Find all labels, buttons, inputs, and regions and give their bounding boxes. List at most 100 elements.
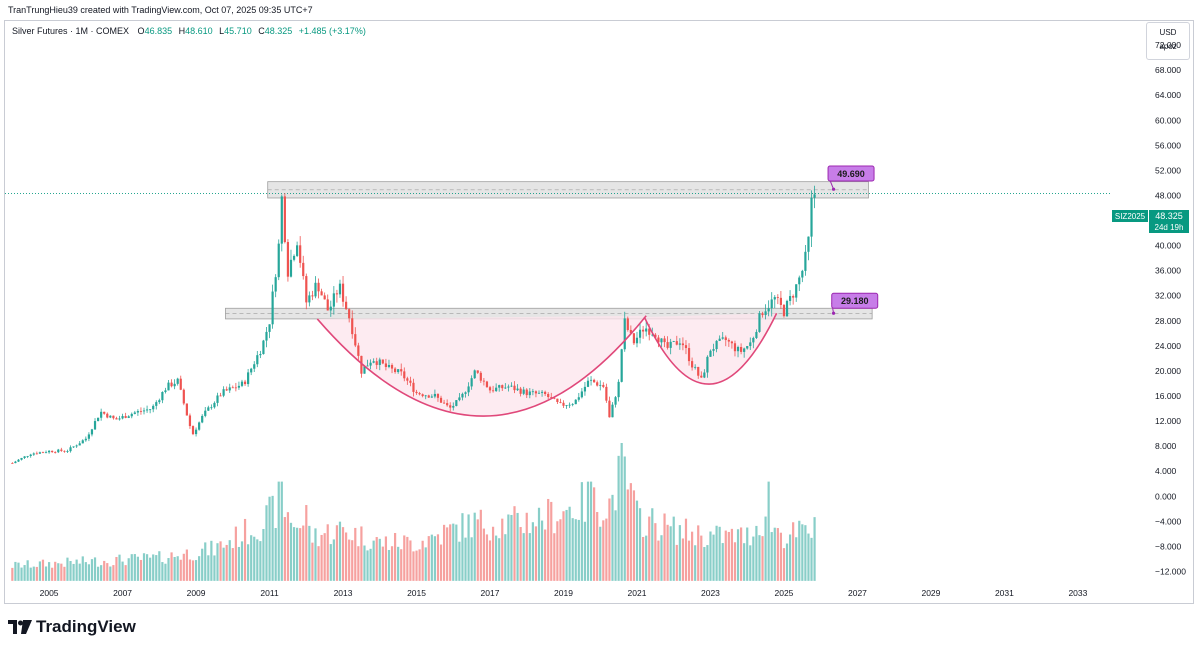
volume-bar — [730, 528, 734, 581]
candle-body — [29, 454, 32, 457]
volume-bar — [222, 547, 225, 581]
candle-body — [182, 389, 185, 404]
volume-bar — [473, 512, 476, 581]
volume-bar — [179, 559, 182, 581]
candle-body — [112, 415, 115, 419]
candle-body — [243, 381, 247, 385]
candle-body — [363, 366, 366, 374]
volume-bar — [265, 505, 268, 581]
volume-bar — [296, 527, 299, 581]
volume-layer — [11, 443, 816, 581]
candle-body — [519, 388, 522, 394]
candle-body — [501, 385, 504, 389]
volume-bar — [299, 528, 302, 581]
volume-bar — [317, 546, 320, 581]
candle-body — [332, 293, 335, 307]
candle-body — [41, 452, 45, 454]
y-tick-label: 20.000 — [1155, 366, 1181, 376]
volume-bar — [20, 567, 23, 581]
volume-bar — [528, 533, 531, 581]
candle-body — [648, 328, 651, 335]
volume-bar — [761, 536, 764, 581]
candle-body — [191, 426, 195, 435]
volume-bar — [130, 554, 133, 581]
candle-body — [87, 434, 90, 439]
y-tick-label: 48.000 — [1155, 190, 1181, 200]
candle-body — [709, 350, 712, 357]
volume-bar — [372, 540, 375, 581]
currency-label[interactable]: USD — [1159, 28, 1177, 37]
candle-body — [703, 372, 706, 378]
candle-body — [801, 270, 804, 278]
volume-bar — [654, 523, 657, 581]
candle-body — [415, 391, 418, 394]
volume-bar — [501, 518, 504, 581]
volume-bar — [795, 537, 798, 581]
volume-bar — [446, 527, 449, 581]
x-tick-label: 2011 — [260, 588, 279, 598]
candle-body — [467, 386, 470, 393]
y-tick-label: 24.000 — [1155, 341, 1181, 351]
candle-body — [439, 397, 443, 403]
volume-bar — [498, 538, 501, 581]
volume-bar — [403, 535, 406, 581]
candle-body — [231, 387, 234, 389]
volume-bar — [323, 533, 326, 581]
candle-body — [167, 382, 170, 391]
volume-bar — [755, 525, 758, 581]
candle-body — [651, 334, 654, 336]
volume-bar — [262, 528, 265, 581]
candle-body — [338, 283, 342, 295]
candle-body — [302, 262, 305, 277]
scale-mode-label[interactable]: apoz — [1159, 42, 1177, 51]
zones-layer — [225, 181, 873, 320]
symbol-title[interactable]: Silver Futures · 1M · COMEX — [12, 26, 130, 36]
tradingview-logo[interactable]: TradingView — [8, 617, 136, 637]
volume-bar — [430, 534, 433, 581]
candle-body — [280, 196, 283, 244]
volume-bar — [393, 532, 397, 581]
candle-body — [586, 380, 590, 387]
high-label: H — [178, 26, 186, 36]
candle-body — [81, 440, 84, 444]
volume-bar — [629, 483, 632, 581]
price-scale-settings[interactable]: USD apoz — [1146, 22, 1190, 60]
candle-body — [351, 318, 354, 335]
volume-bar — [191, 560, 195, 581]
volume-bar — [44, 566, 48, 581]
volume-bar — [66, 557, 69, 581]
volume-bar — [813, 517, 816, 581]
volume-bar — [798, 520, 801, 581]
volume-bar — [412, 551, 415, 581]
volume-bar — [739, 527, 743, 581]
candle-body — [559, 402, 562, 403]
candle-body — [700, 375, 703, 378]
candle-body — [103, 411, 106, 414]
candle-body — [133, 412, 136, 414]
volume-bar — [678, 525, 681, 581]
volume-bar — [384, 536, 388, 581]
volume-bar — [35, 566, 38, 581]
symbol-legend: Silver Futures · 1M · COMEX O46.835 H48.… — [12, 26, 370, 36]
volume-bar — [182, 553, 185, 581]
volume-bar — [525, 512, 528, 581]
candle-body — [544, 391, 547, 395]
volume-bar — [608, 498, 611, 581]
candle-body — [384, 363, 388, 367]
candle-body — [274, 277, 277, 292]
chart-caption: TranTrungHieu39 created with TradingView… — [8, 5, 313, 15]
candle-body — [296, 245, 299, 256]
candle-body — [608, 400, 611, 418]
candle-body — [348, 309, 351, 319]
candle-body — [35, 453, 38, 455]
candle-body — [681, 343, 685, 346]
candle-body — [807, 236, 810, 252]
candle-body — [124, 416, 127, 418]
candle-body — [378, 359, 381, 365]
volume-bar — [721, 543, 724, 581]
candle-body — [188, 415, 192, 427]
volume-bar — [537, 507, 541, 581]
candle-body — [14, 461, 17, 464]
y-tick-label: 8.000 — [1155, 441, 1177, 451]
